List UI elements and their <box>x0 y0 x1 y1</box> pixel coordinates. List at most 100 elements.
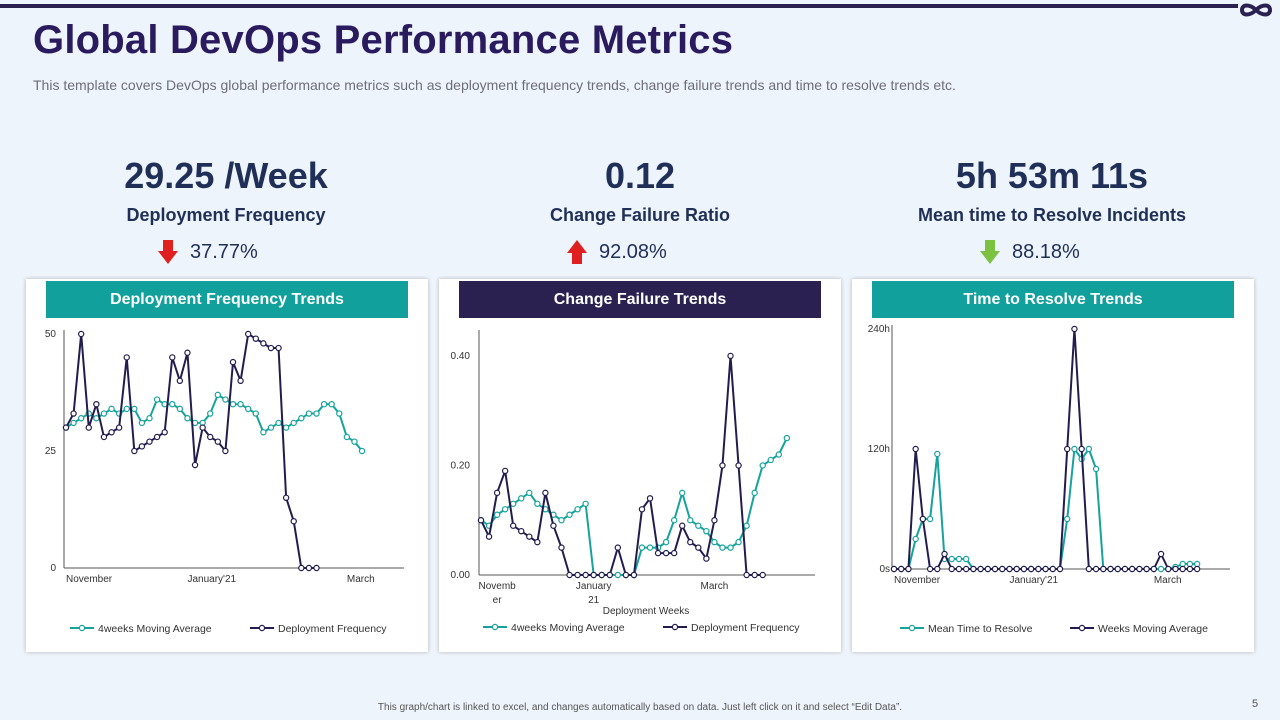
data-point <box>138 443 146 450</box>
data-point <box>351 438 358 445</box>
legend-marker <box>1078 624 1086 632</box>
data-point <box>320 400 328 408</box>
data-point <box>926 515 934 523</box>
data-point <box>336 410 343 417</box>
x-tick-label: March <box>347 574 375 585</box>
data-point <box>77 330 85 338</box>
data-point <box>237 377 244 385</box>
data-point <box>566 571 573 579</box>
data-point <box>214 438 222 445</box>
data-point <box>1042 565 1049 573</box>
data-point <box>991 565 999 573</box>
data-point <box>1085 565 1093 573</box>
data-point <box>759 462 766 469</box>
data-point <box>662 549 670 557</box>
data-point <box>550 522 557 529</box>
data-point <box>735 462 742 469</box>
data-point <box>237 400 244 408</box>
data-point <box>582 500 589 507</box>
data-point <box>1179 565 1186 573</box>
data-point <box>1193 565 1201 573</box>
data-point <box>719 462 726 469</box>
x-tick-label: November <box>66 574 113 585</box>
data-point <box>518 527 525 535</box>
kpi-label: Change Failure Ratio <box>549 205 731 225</box>
data-point <box>70 419 77 427</box>
x-axis-title: Deployment Weeks <box>603 606 690 617</box>
data-point <box>711 538 718 546</box>
data-point <box>207 433 214 441</box>
data-point <box>176 405 184 413</box>
x-tick-label: January <box>576 581 612 592</box>
data-point <box>638 506 646 513</box>
data-point <box>275 419 282 427</box>
data-point <box>955 565 963 573</box>
data-point <box>100 410 108 417</box>
data-point <box>131 405 138 413</box>
data-point <box>1165 565 1172 573</box>
data-point <box>743 522 750 529</box>
data-point <box>574 506 581 513</box>
data-point <box>590 571 597 579</box>
x-tick-label: November <box>894 575 941 586</box>
data-point <box>743 571 750 579</box>
change-failure-chart: 0.00 0.20 0.40 Novemb er January 21 March Deploy… <box>451 330 815 634</box>
data-point <box>509 522 517 529</box>
kpi-label: Deployment Frequency <box>126 205 326 225</box>
data-point <box>108 405 115 413</box>
data-point <box>948 555 955 563</box>
data-point <box>751 571 758 579</box>
data-point <box>1020 565 1028 573</box>
data-point <box>229 358 237 366</box>
data-point <box>783 434 791 442</box>
data-point <box>260 429 267 436</box>
arrow-down-icon <box>980 240 1000 264</box>
x-tick-label: er <box>493 595 503 606</box>
data-point <box>1064 445 1071 453</box>
delta-value: 92.08% <box>599 240 667 263</box>
data-point <box>948 565 955 573</box>
data-point <box>751 489 758 497</box>
chart-title: Time to Resolve Trends <box>872 281 1234 318</box>
data-point <box>962 555 970 563</box>
data-point <box>85 424 92 431</box>
data-point <box>662 538 670 546</box>
data-point <box>176 377 184 385</box>
data-point <box>670 549 678 557</box>
kpi-delta-deployment: 37.77% <box>158 238 258 266</box>
y-tick-label: 120h <box>868 444 890 455</box>
data-point <box>298 415 305 422</box>
data-point <box>267 344 275 352</box>
data-point <box>622 571 630 579</box>
data-point <box>999 565 1006 573</box>
data-point <box>275 344 282 352</box>
page-subtitle: This template covers DevOps global perfo… <box>33 77 956 93</box>
data-point <box>214 391 222 399</box>
legend-label: Deployment Frequency <box>278 623 387 635</box>
legend-label: Weeks Moving Average <box>1098 623 1208 635</box>
data-point <box>282 424 290 431</box>
x-tick-label: January'21 <box>187 574 236 585</box>
legend-marker <box>908 624 916 632</box>
data-point <box>614 571 622 579</box>
series-line-2 <box>65 333 317 569</box>
x-tick-label: March <box>701 581 729 592</box>
data-point <box>328 400 335 408</box>
data-point <box>977 565 984 573</box>
data-point <box>703 555 710 562</box>
data-point <box>1100 565 1107 573</box>
data-point <box>493 489 501 497</box>
data-point <box>984 565 992 573</box>
data-point <box>343 433 351 441</box>
data-point <box>1092 465 1100 473</box>
x-tick-label: Novemb <box>478 581 516 592</box>
data-point <box>534 500 541 507</box>
data-point <box>153 433 161 441</box>
data-point <box>100 433 108 441</box>
kpi-delta-time-to-resolve: 88.18% <box>980 238 1080 266</box>
data-point <box>1027 565 1035 573</box>
data-point <box>290 419 297 427</box>
kpi-value: 5h 53m 11s <box>955 155 1149 196</box>
series-line-2 <box>894 328 1198 570</box>
x-tick-label: 21 <box>588 595 600 606</box>
